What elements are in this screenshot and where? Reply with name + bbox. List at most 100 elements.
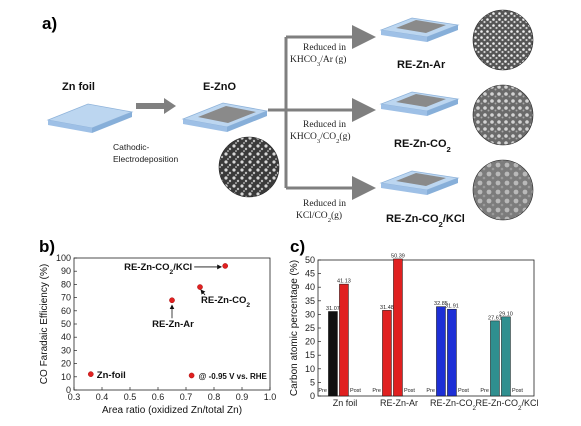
chart-c-pre-label: Pre	[318, 388, 327, 394]
chart-b-condition-label: @ -0.95 V vs. RHE	[199, 372, 268, 381]
chart-c-bar-post	[393, 258, 403, 397]
chart-b-point	[197, 284, 203, 290]
chart-b-x-axis-title: Area ratio (oxidized Zn/total Zn)	[102, 405, 242, 416]
chart-c-y-tick-label: 25	[305, 323, 315, 333]
chart-b-point-label: Zn-foil	[97, 370, 126, 381]
chart-b-point	[222, 263, 228, 269]
chart-b-y-axis-title: CO Faradaic Efficiency (%)	[39, 264, 50, 384]
chart-c-post-label: Post	[458, 388, 469, 394]
chart-c-value-label: 31.07	[326, 306, 340, 312]
chart-b-x-tick-label: 0.7	[180, 392, 193, 402]
chart-b-point	[188, 372, 195, 379]
chart-c-post-label: Post	[350, 388, 361, 394]
chart-c-post-label: Post	[404, 388, 415, 394]
chart-b-x-tick-label: 1.0	[264, 392, 277, 402]
chart-c-y-tick-label: 5	[310, 377, 315, 387]
chart-c-value-label: 31.48	[380, 305, 394, 311]
chart-c-bar-pre	[490, 320, 500, 397]
chart-c-y-tick-label: 35	[305, 296, 315, 306]
chart-b-y-tick-label: 80	[61, 279, 71, 289]
chart-b-point	[88, 371, 94, 377]
chart-c-category-label: RE-Zn-CO2	[430, 398, 477, 412]
branch-2-line-1: Reduced in	[303, 120, 346, 130]
chart-c-bar-post	[339, 283, 349, 397]
branch-2-line-2: KHCO3/CO2(g)	[290, 131, 351, 145]
chart-c-y-tick-label: 30	[305, 309, 315, 319]
branch-3-line-2: KCl/CO2(g)	[296, 210, 342, 224]
chart-b: 0.3 0.4 0.5 0.6 0.7 0.8 0.9 1.0 0 10 20 30 40 50 60 70 8…	[39, 253, 276, 416]
branch-1-line-1: Reduced in	[303, 43, 346, 53]
re-zn-co2-kcl-label: RE-Zn-CO2/KCl	[386, 213, 465, 229]
chart-b-y-tick-label: 40	[61, 332, 71, 342]
chart-c-category-label: Zn foil	[333, 398, 358, 408]
chart-c-bar-post	[501, 316, 511, 397]
chart-c: 0 5 10 15 20 25 30 35 40 45 50 Carbon atomic percen…	[289, 253, 539, 411]
chart-c-bar-post	[447, 308, 457, 397]
chart-c-value-label: 27.61	[488, 315, 502, 321]
re-zn-ar-slab	[379, 17, 460, 42]
chart-c-y-tick-label: 40	[305, 282, 315, 292]
chart-c-value-label: 32.85	[434, 301, 448, 307]
chart-b-x-tick-label: 0.9	[236, 392, 249, 402]
chart-b-x-tick-label: 0.6	[152, 392, 165, 402]
chart-c-y-axis-title: Carbon atomic percentage (%)	[289, 260, 300, 396]
chart-b-x-tick-label: 0.8	[208, 392, 221, 402]
chart-c-y-tick-label: 20	[305, 337, 315, 347]
chart-c-value-label: 31.91	[445, 304, 459, 310]
chart-c-pre-label: Pre	[426, 388, 435, 394]
chart-b-point-label: RE-Zn-CO2	[201, 295, 250, 309]
chart-c-bar-pre	[436, 306, 446, 397]
zn-foil-label: Zn foil	[62, 81, 95, 93]
chart-c-y-tick-label: 45	[305, 269, 315, 279]
re-zn-co2-sem-image	[472, 84, 534, 146]
chart-c-pre-label: Pre	[372, 388, 381, 394]
panel-c-label: c)	[290, 237, 305, 256]
process-arrow	[136, 98, 176, 114]
chart-c-bar-pre	[382, 310, 392, 397]
chart-c-post-label: Post	[512, 388, 523, 394]
branch-3-line-1: Reduced in	[303, 199, 346, 209]
chart-b-point	[169, 297, 175, 304]
zn-foil-slab	[46, 103, 134, 133]
re-zn-ar-label: RE-Zn-Ar	[397, 59, 446, 71]
chart-c-pre-label: Pre	[480, 388, 489, 394]
chart-b-y-tick-label: 20	[61, 359, 71, 369]
chart-c-bar-pre	[328, 311, 338, 397]
chart-b-y-tick-label: 50	[61, 319, 71, 329]
chart-c-value-label: 50.39	[391, 253, 405, 259]
chart-c-y-tick-label: 15	[305, 350, 315, 360]
chart-c-value-label: 41.13	[337, 279, 351, 285]
chart-b-point-label: RE-Zn-CO2/KCl	[124, 262, 192, 276]
chart-b-x-tick-label: 0.5	[124, 392, 137, 402]
e-zno-sem-image	[218, 136, 280, 198]
branch-1-line-2: KHCO3/Ar (g)	[290, 54, 346, 68]
chart-b-y-tick-label: 100	[56, 253, 71, 263]
re-zn-ar-sem-image	[472, 9, 534, 71]
chart-b-annotation-arrow	[200, 289, 206, 296]
process-label-2: Electrodeposition	[113, 154, 178, 164]
re-zn-co2-slab	[379, 91, 460, 116]
chart-c-y-tick-label: 50	[305, 255, 315, 265]
chart-b-y-tick-label: 30	[61, 345, 71, 355]
re-zn-co2-kcl-sem-image	[472, 159, 534, 221]
e-zno-slab	[181, 102, 269, 132]
chart-b-y-tick-label: 10	[61, 372, 71, 382]
e-zno-label: E-ZnO	[203, 81, 236, 93]
chart-b-y-tick-label: 90	[61, 266, 71, 276]
re-zn-co2-kcl-slab	[379, 170, 460, 195]
chart-b-y-tick-label: 70	[61, 293, 71, 303]
chart-b-x-tick-label: 0.3	[68, 392, 81, 402]
chart-b-y-tick-label: 60	[61, 306, 71, 316]
chart-c-value-label: 29.10	[499, 311, 513, 317]
chart-c-category-label: RE-Zn-Ar	[380, 398, 418, 408]
chart-b-x-tick-label: 0.4	[96, 392, 109, 402]
chart-c-y-tick-label: 10	[305, 364, 315, 374]
chart-c-y-tick-label: 0	[310, 391, 315, 401]
process-label-1: Cathodic-	[113, 142, 150, 152]
panel-a-label: a)	[42, 14, 57, 33]
chart-b-y-tick-label: 0	[66, 385, 71, 395]
chart-c-category-label: RE-Zn-CO2/KCl	[475, 398, 538, 412]
chart-b-point-label: RE-Zn-Ar	[152, 319, 194, 330]
branch-connector	[268, 25, 376, 200]
